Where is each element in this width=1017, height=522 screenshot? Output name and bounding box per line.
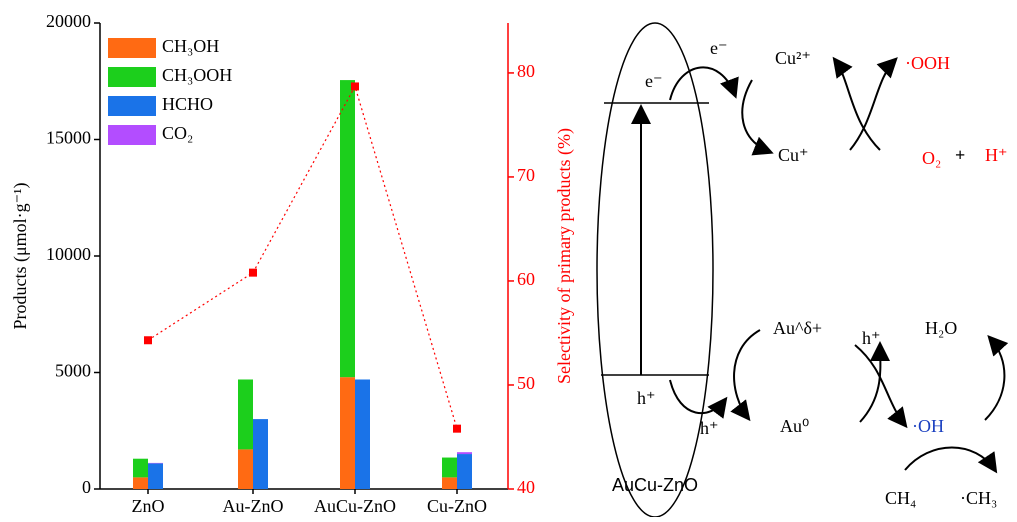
bar-segment [133, 459, 148, 478]
x-tick-label: Au-ZnO [223, 496, 284, 516]
bar-segment [148, 463, 163, 489]
arrow [985, 338, 1004, 420]
label: AuCu-ZnO [612, 475, 698, 495]
y-axis-title: Products (μmol·g⁻¹) [10, 182, 31, 329]
y-tick-label: 20000 [46, 11, 91, 31]
y2-tick-label: 40 [517, 477, 535, 497]
label: e⁻ [645, 71, 663, 91]
x-tick-label: ZnO [132, 496, 165, 516]
label: ·OH [912, 416, 944, 436]
legend-label: CH₃OOH [162, 65, 232, 85]
legend-swatch [108, 38, 156, 58]
bar-segment [340, 80, 355, 377]
bar-segment [355, 379, 370, 489]
label: Au^δ+ [773, 318, 822, 338]
arrow [860, 345, 880, 422]
y2-tick-label: 80 [517, 61, 535, 81]
label: H₂O [925, 318, 957, 338]
selectivity-marker [249, 269, 257, 277]
arrow [850, 60, 895, 150]
label: + [955, 145, 965, 165]
label: ·OOH [905, 53, 950, 73]
selectivity-marker [453, 425, 461, 433]
label: h⁺ [700, 418, 719, 438]
label: Cu⁺ [778, 145, 809, 165]
legend-swatch [108, 96, 156, 116]
label: h⁺ [637, 388, 656, 408]
bar-segment [133, 477, 148, 489]
y-tick-label: 0 [82, 477, 91, 497]
bar-segment [457, 454, 472, 489]
arrow [670, 67, 735, 100]
bar-segment [238, 449, 253, 489]
diagram: e⁻ h⁺ AuCu-ZnO e⁻ Cu²⁺ ·OOH Cu⁺ O₂ + H⁺ … [597, 23, 1008, 517]
figure: Products (μmol·g⁻¹) Selectivity of prima… [0, 0, 1017, 517]
x-tick-label: AuCu-ZnO [314, 496, 396, 516]
legend-swatch [108, 67, 156, 87]
label: O₂ [922, 148, 941, 168]
legend-label: CO₂ [162, 123, 193, 143]
bar-segment [253, 419, 268, 489]
y-tick-label: 15000 [46, 128, 91, 148]
label: Cu²⁺ [775, 48, 811, 68]
bar-segment [340, 377, 355, 489]
label: Au⁰ [780, 416, 809, 436]
label: H⁺ [985, 145, 1008, 165]
arrow [670, 380, 725, 413]
y2-tick-label: 50 [517, 373, 535, 393]
bar-segment [238, 379, 253, 449]
bar-segment [442, 458, 457, 478]
x-tick-label: Cu-ZnO [427, 496, 487, 516]
y-tick-label: 5000 [55, 361, 91, 381]
label: ·CH₃ [960, 488, 997, 508]
legend-label: CH₃OH [162, 36, 219, 56]
y-tick-label: 10000 [46, 244, 91, 264]
arrow [742, 80, 770, 152]
label: h⁺ [862, 328, 881, 348]
selectivity-marker [144, 336, 152, 344]
selectivity-line [148, 86, 457, 428]
selectivity-marker [351, 82, 359, 90]
arrow [734, 330, 760, 418]
label: e⁻ [710, 38, 728, 58]
legend-swatch [108, 125, 156, 145]
bar-segment [457, 452, 472, 454]
label: CH₄ [885, 488, 916, 508]
y2-tick-label: 70 [517, 165, 535, 185]
arrow [905, 448, 995, 471]
y2-tick-label: 60 [517, 269, 535, 289]
legend-label: HCHO [162, 94, 213, 114]
band-ellipse [597, 23, 713, 517]
bar-segment [442, 477, 457, 489]
y2-axis-title: Selectivity of primary products (%) [554, 128, 575, 384]
